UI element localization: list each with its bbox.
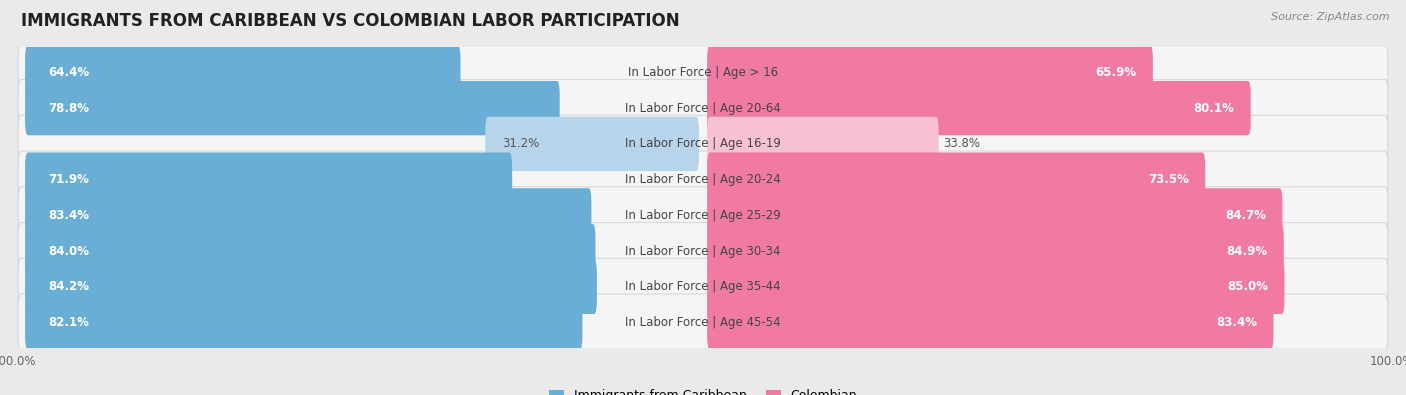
Text: In Labor Force | Age 35-44: In Labor Force | Age 35-44 [626, 280, 780, 293]
FancyBboxPatch shape [18, 222, 1388, 280]
FancyBboxPatch shape [707, 45, 1153, 100]
FancyBboxPatch shape [25, 188, 592, 243]
Text: IMMIGRANTS FROM CARIBBEAN VS COLOMBIAN LABOR PARTICIPATION: IMMIGRANTS FROM CARIBBEAN VS COLOMBIAN L… [21, 12, 679, 30]
FancyBboxPatch shape [25, 152, 512, 207]
Text: 83.4%: 83.4% [48, 209, 90, 222]
FancyBboxPatch shape [18, 44, 1388, 101]
FancyBboxPatch shape [25, 81, 560, 135]
Text: 64.4%: 64.4% [48, 66, 90, 79]
FancyBboxPatch shape [25, 45, 461, 100]
Text: 78.8%: 78.8% [48, 102, 90, 115]
FancyBboxPatch shape [707, 295, 1274, 350]
FancyBboxPatch shape [485, 117, 699, 171]
FancyBboxPatch shape [18, 151, 1388, 208]
FancyBboxPatch shape [25, 260, 598, 314]
FancyBboxPatch shape [707, 117, 939, 171]
Text: In Labor Force | Age 25-29: In Labor Force | Age 25-29 [626, 209, 780, 222]
Text: 33.8%: 33.8% [943, 137, 980, 150]
Text: In Labor Force | Age 16-19: In Labor Force | Age 16-19 [626, 137, 780, 150]
Text: 82.1%: 82.1% [48, 316, 90, 329]
Text: Source: ZipAtlas.com: Source: ZipAtlas.com [1271, 12, 1389, 22]
Text: 71.9%: 71.9% [48, 173, 90, 186]
Text: 84.7%: 84.7% [1225, 209, 1265, 222]
FancyBboxPatch shape [18, 115, 1388, 173]
Text: In Labor Force | Age > 16: In Labor Force | Age > 16 [628, 66, 778, 79]
FancyBboxPatch shape [707, 152, 1205, 207]
Text: 84.9%: 84.9% [1226, 245, 1267, 258]
FancyBboxPatch shape [18, 294, 1388, 351]
Text: 80.1%: 80.1% [1194, 102, 1234, 115]
Text: 83.4%: 83.4% [1216, 316, 1257, 329]
FancyBboxPatch shape [18, 258, 1388, 316]
FancyBboxPatch shape [18, 79, 1388, 137]
Legend: Immigrants from Caribbean, Colombian: Immigrants from Caribbean, Colombian [544, 384, 862, 395]
Text: 84.2%: 84.2% [48, 280, 90, 293]
Text: 73.5%: 73.5% [1147, 173, 1188, 186]
Text: 65.9%: 65.9% [1095, 66, 1136, 79]
Text: 85.0%: 85.0% [1227, 280, 1268, 293]
FancyBboxPatch shape [707, 81, 1251, 135]
Text: In Labor Force | Age 20-64: In Labor Force | Age 20-64 [626, 102, 780, 115]
Text: 84.0%: 84.0% [48, 245, 90, 258]
FancyBboxPatch shape [25, 224, 596, 278]
FancyBboxPatch shape [707, 188, 1282, 243]
Text: In Labor Force | Age 30-34: In Labor Force | Age 30-34 [626, 245, 780, 258]
Text: 31.2%: 31.2% [502, 137, 538, 150]
FancyBboxPatch shape [707, 224, 1284, 278]
Text: In Labor Force | Age 20-24: In Labor Force | Age 20-24 [626, 173, 780, 186]
FancyBboxPatch shape [25, 295, 582, 350]
Text: In Labor Force | Age 45-54: In Labor Force | Age 45-54 [626, 316, 780, 329]
FancyBboxPatch shape [707, 260, 1285, 314]
FancyBboxPatch shape [18, 187, 1388, 244]
